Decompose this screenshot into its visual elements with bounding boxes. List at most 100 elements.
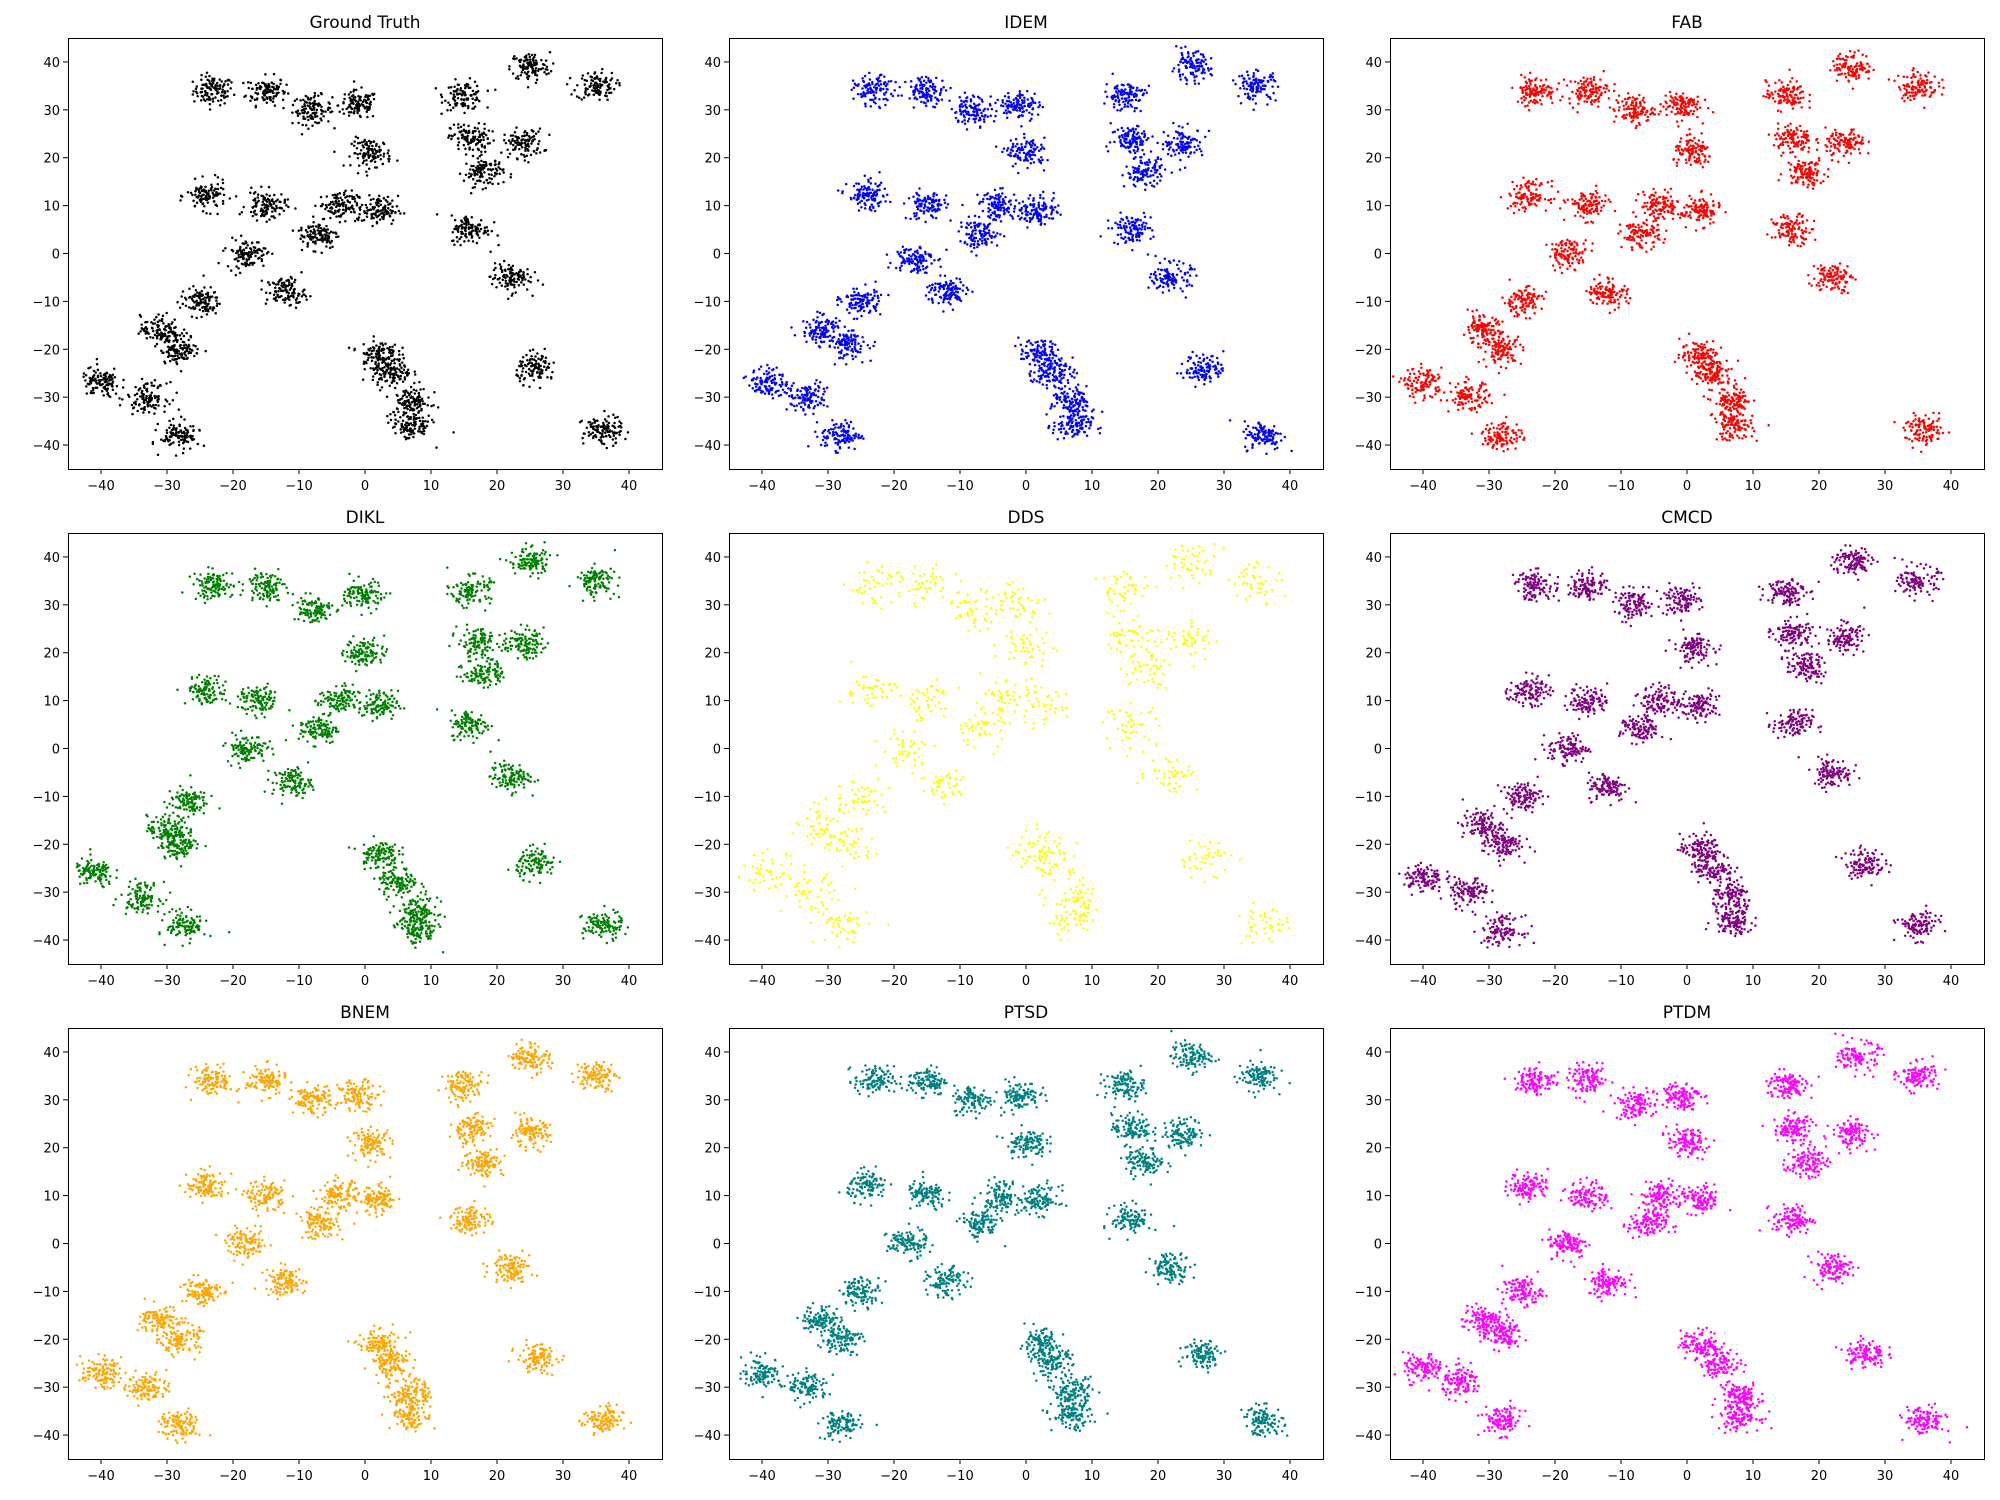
scatter-point bbox=[281, 298, 285, 302]
scatter-point bbox=[909, 80, 913, 83]
scatter-point bbox=[395, 373, 398, 377]
scatter-point bbox=[487, 173, 491, 176]
scatter-point bbox=[961, 120, 964, 123]
scatter-point bbox=[302, 117, 305, 120]
scatter-point bbox=[263, 93, 267, 97]
scatter-point bbox=[200, 301, 203, 304]
scatter-point bbox=[250, 186, 253, 189]
scatter-point bbox=[156, 325, 160, 329]
scatter-point bbox=[1002, 147, 1006, 150]
scatter-point bbox=[293, 99, 297, 102]
scatter-point bbox=[1177, 63, 1180, 67]
scatter-point bbox=[527, 279, 530, 283]
scatter-point bbox=[517, 270, 521, 274]
scatter-point bbox=[267, 83, 271, 87]
scatter-point bbox=[467, 129, 471, 132]
scatter-point bbox=[192, 429, 195, 433]
scatter-point bbox=[254, 105, 258, 109]
scatter-point bbox=[150, 384, 154, 387]
scatter-point bbox=[1129, 176, 1132, 179]
scatter-point bbox=[613, 416, 617, 419]
scatter-point bbox=[1014, 145, 1017, 148]
scatter-point bbox=[183, 296, 187, 300]
scatter-point bbox=[218, 83, 222, 87]
scatter-point bbox=[497, 182, 500, 186]
scatter-point bbox=[994, 101, 997, 105]
scatter-point bbox=[358, 152, 362, 155]
scatter-point bbox=[263, 206, 266, 210]
scatter-point bbox=[169, 430, 172, 434]
scatter-point bbox=[539, 67, 543, 71]
scatter-point bbox=[1252, 75, 1255, 79]
scatter-point bbox=[201, 175, 204, 178]
cluster-14 bbox=[344, 193, 406, 228]
scatter-point bbox=[409, 416, 412, 419]
scatter-point bbox=[1153, 171, 1157, 174]
scatter-point bbox=[194, 193, 197, 197]
scatter-point bbox=[275, 206, 279, 210]
scatter-point bbox=[301, 105, 304, 108]
scatter-point bbox=[102, 394, 105, 397]
scatter-point bbox=[869, 105, 873, 108]
scatter-point bbox=[403, 377, 407, 381]
scatter-point bbox=[876, 185, 879, 188]
scatter-point bbox=[582, 432, 586, 435]
scatter-point bbox=[355, 106, 359, 109]
scatter-point bbox=[356, 218, 360, 222]
scatter-point bbox=[402, 427, 405, 431]
scatter-point bbox=[311, 124, 314, 127]
scatter-point bbox=[168, 339, 171, 342]
scatter-point bbox=[463, 91, 467, 95]
scatter-point bbox=[519, 74, 522, 77]
scatter-point bbox=[868, 78, 872, 81]
scatter-point bbox=[373, 148, 376, 151]
scatter-point bbox=[587, 434, 591, 437]
scatter-point bbox=[195, 316, 198, 320]
scatter-point bbox=[929, 79, 933, 82]
scatter-point bbox=[900, 94, 903, 97]
scatter-point bbox=[1121, 174, 1124, 177]
scatter-point bbox=[1005, 112, 1008, 115]
scatter-point bbox=[375, 166, 379, 169]
scatter-point bbox=[877, 201, 881, 205]
scatter-point bbox=[413, 427, 417, 430]
scatter-point bbox=[477, 121, 481, 125]
scatter-point bbox=[583, 78, 587, 82]
scatter-point bbox=[1179, 60, 1182, 63]
scatter-point bbox=[244, 94, 248, 98]
scatter-point bbox=[1273, 80, 1277, 83]
scatter-point bbox=[615, 431, 619, 435]
scatter-point bbox=[407, 433, 411, 436]
scatter-point bbox=[295, 98, 299, 101]
scatter-point bbox=[914, 85, 917, 89]
scatter-point bbox=[1187, 60, 1191, 64]
scatter-point bbox=[1111, 131, 1115, 134]
scatter-point bbox=[398, 358, 401, 361]
scatter-point bbox=[1177, 131, 1180, 135]
scatter-point bbox=[467, 176, 471, 179]
scatter-point bbox=[1202, 77, 1205, 80]
scatter-point bbox=[551, 62, 555, 65]
scatter-point bbox=[502, 139, 506, 142]
scatter-point bbox=[325, 206, 329, 209]
scatter-point bbox=[867, 180, 870, 184]
scatter-point bbox=[1178, 73, 1182, 77]
scatter-point bbox=[459, 243, 462, 247]
scatter-point bbox=[330, 239, 333, 243]
scatter-point bbox=[580, 98, 583, 101]
scatter-point bbox=[403, 364, 406, 367]
scatter-point bbox=[192, 199, 195, 202]
scatter-point bbox=[289, 275, 293, 279]
scatter-point bbox=[530, 365, 533, 368]
scatter-point bbox=[380, 376, 383, 379]
scatter-point bbox=[285, 291, 288, 294]
scatter-point bbox=[1203, 71, 1206, 74]
scatter-point bbox=[410, 401, 414, 404]
scatter-point bbox=[532, 55, 536, 59]
scatter-point bbox=[409, 396, 412, 400]
scatter-point bbox=[457, 141, 461, 144]
scatter-point bbox=[359, 148, 363, 152]
scatter-point bbox=[290, 284, 294, 287]
scatter-point bbox=[146, 330, 149, 333]
scatter-point bbox=[532, 61, 536, 65]
